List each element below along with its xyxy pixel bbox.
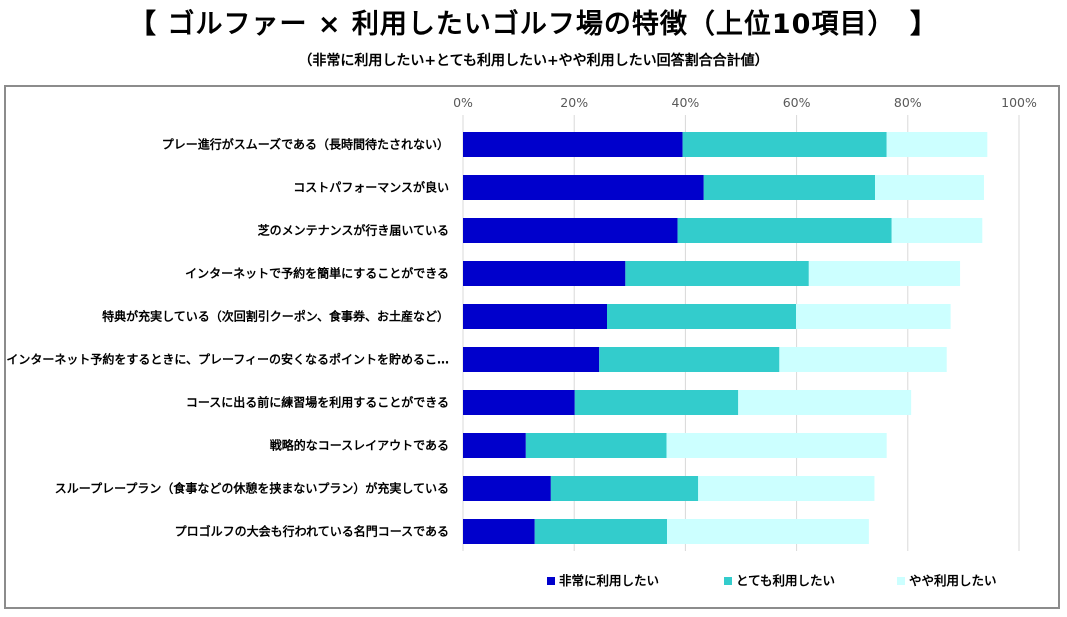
bar-segment [463,175,704,200]
category-label: 特典が充実している（次回割引クーポン、食事券、お土産など） [102,309,449,324]
legend-swatch [547,577,555,585]
bar-segment [550,476,699,501]
bar-segment [796,304,951,329]
x-tick-label: 40% [672,95,700,110]
category-label: コースに出る前に練習場を利用することができる [186,395,449,410]
bar-segment [463,261,626,286]
bar-segment [874,175,984,200]
legend-label: やや利用したい [909,573,997,588]
bar-segment [779,347,947,372]
x-tick-label: 60% [783,95,811,110]
bar-segment [463,476,551,501]
legend-label: 非常に利用したい [559,573,659,588]
x-tick-label: 0% [453,95,473,110]
category-label: 戦略的なコースレイアウトである [270,438,449,453]
category-label: スループレープラン（食事などの休憩を挟まないプラン）が充実している [55,481,449,496]
x-tick-label: 80% [894,95,922,110]
bar-segment [463,390,575,415]
category-label: プロゴルフの大会も行われている名門コースである [175,524,449,539]
bar-segment [667,519,869,544]
chart-frame: 0% 20% 40% 60% 80% 100% プレー進行がスムーズである（長時間待たされ… [4,85,1060,609]
bar-segment [463,519,535,544]
bar-segment [891,218,983,243]
bar-segment [808,261,961,286]
category-label: インターネット予約をするときに、プレーフィーの安くなるポイントを貯めるこ… [6,352,449,367]
bar-segment [525,433,667,458]
category-label: コストパフォーマンスが良い [293,180,449,195]
bar-segment [677,218,892,243]
bar-segment [698,476,875,501]
bar-segment [463,304,608,329]
bar-segment [463,218,678,243]
x-tick-label: 100% [1001,95,1037,110]
chart-subtitle: （非常に利用したい+とても利用したい+やや利用したい回答割合合計値） [298,53,769,69]
category-label: プレー進行がスムーズである（長時間待たされない） [162,137,449,152]
legend-label: とても利用したい [736,573,835,588]
bar-segment [463,132,683,157]
legend-swatch [724,577,732,585]
bar-segment [463,433,526,458]
category-label: インターネットで予約を簡単にすることができる [185,266,449,281]
bar-segment [738,390,912,415]
stacked-bar-chart: 0% 20% 40% 60% 80% 100% プレー進行がスムーズである（長時間待たされ… [6,95,1037,588]
category-label: 芝のメンテナンスが行き届いている [258,223,449,238]
x-tick-label: 20% [560,95,588,110]
bar-segment [463,347,600,372]
bar-segment [886,132,988,157]
bar-segment [574,390,739,415]
bar-segment [682,132,887,157]
bar-segment [534,519,668,544]
chart-title: 【 ゴルファー × 利用したいゴルフ場の特徴（上位10項目） 】 [129,9,938,40]
legend-swatch [897,577,905,585]
bar-segment [599,347,780,372]
bar-segment [607,304,797,329]
bar-segment [703,175,875,200]
bar-segment [625,261,809,286]
bar-segment [666,433,887,458]
